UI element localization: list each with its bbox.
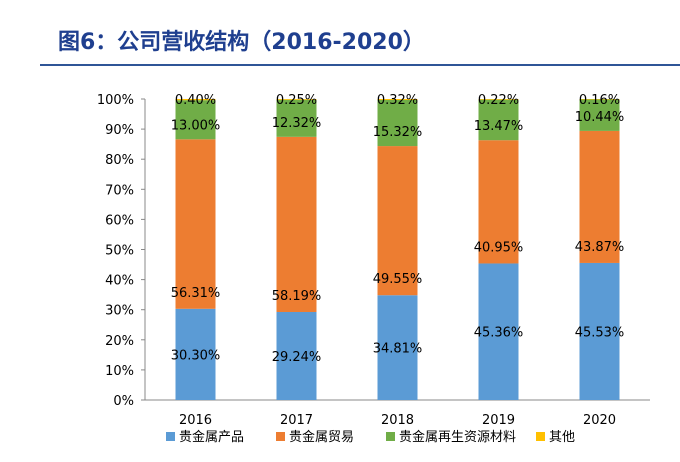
legend-swatch	[166, 432, 175, 441]
data-label: 0.22%	[478, 93, 519, 108]
legend-label: 贵金属再生资源材料	[399, 429, 516, 445]
bar-segment-2018-3	[377, 99, 418, 100]
bar-segment-2019-0	[478, 263, 519, 400]
bar-segment-2016-2	[175, 100, 216, 140]
y-tick-label: 80%	[105, 153, 134, 168]
legend-swatch	[386, 432, 395, 441]
bar-segment-2019-1	[478, 140, 519, 264]
legend-label: 贵金属贸易	[289, 429, 354, 445]
y-tick-label: 0%	[113, 394, 134, 409]
legend-swatch	[536, 432, 545, 441]
x-tick-label: 2019	[482, 413, 515, 428]
y-tick-label: 70%	[105, 183, 134, 198]
data-label: 30.30%	[171, 348, 221, 363]
y-tick-label: 10%	[105, 364, 134, 379]
legend-swatch	[276, 432, 285, 441]
data-label: 12.32%	[272, 116, 322, 131]
data-label: 56.31%	[171, 286, 221, 301]
data-label: 15.32%	[373, 125, 423, 140]
chart-title: 图6：公司营收结构（2016-2020）	[58, 30, 425, 55]
data-label: 43.87%	[575, 240, 625, 255]
bar-segment-2016-1	[175, 139, 216, 309]
data-label: 13.00%	[171, 118, 221, 133]
x-tick-label: 2016	[179, 413, 212, 428]
data-label: 58.19%	[272, 289, 322, 304]
y-tick-label: 20%	[105, 334, 134, 349]
y-tick-label: 40%	[105, 274, 134, 289]
y-tick-label: 100%	[97, 93, 134, 108]
data-label: 10.44%	[575, 110, 625, 125]
bar-segment-2020-1	[579, 130, 620, 263]
x-tick-label: 2017	[280, 413, 313, 428]
bar-segment-2016-0	[175, 308, 216, 400]
bar-segment-2019-2	[478, 99, 519, 141]
data-label: 40.95%	[474, 240, 524, 255]
bar-segment-2017-1	[276, 136, 317, 312]
bar-segment-2018-0	[377, 295, 418, 400]
bar-segment-2018-1	[377, 146, 418, 296]
legend-label: 其他	[549, 430, 575, 445]
bar-segment-2020-0	[579, 262, 620, 400]
bar-segment-2017-0	[276, 311, 317, 400]
bar-segment-2017-2	[276, 99, 317, 137]
data-label: 49.55%	[373, 272, 423, 287]
y-tick-label: 30%	[105, 304, 134, 319]
y-tick-label: 90%	[105, 123, 134, 138]
x-tick-label: 2020	[583, 413, 616, 428]
y-tick-label: 60%	[105, 213, 134, 228]
data-label: 29.24%	[272, 350, 322, 365]
bar-segment-2016-3	[175, 98, 216, 101]
legend-label: 贵金属产品	[179, 429, 244, 445]
data-label: 0.25%	[276, 93, 317, 108]
data-label: 0.32%	[377, 93, 418, 108]
data-label: 45.53%	[575, 325, 625, 340]
data-label: 34.81%	[373, 342, 423, 357]
bar-segment-2019-3	[478, 99, 519, 100]
data-label: 13.47%	[474, 119, 524, 134]
bar-segment-2017-3	[276, 99, 317, 100]
data-label: 45.36%	[474, 326, 524, 341]
title-underline	[40, 64, 680, 66]
bar-segment-2020-2	[579, 99, 620, 131]
x-tick-label: 2018	[381, 413, 414, 428]
y-tick-label: 50%	[105, 244, 134, 259]
data-label: 0.40%	[175, 93, 216, 108]
data-label: 0.16%	[579, 93, 620, 108]
bar-segment-2018-2	[377, 99, 418, 147]
